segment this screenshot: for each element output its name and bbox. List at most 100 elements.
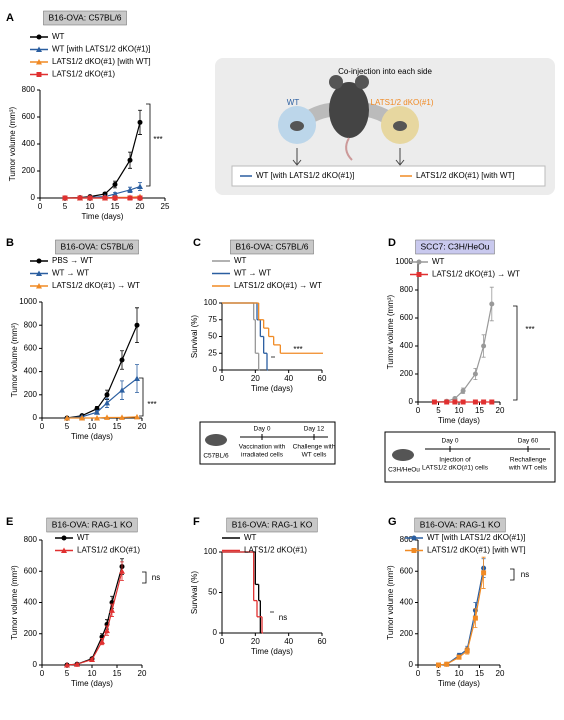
y-axis-label: Tumor volume (mm³): [10, 322, 19, 397]
marker: [416, 272, 422, 277]
x-axis-label: Time (days): [438, 416, 480, 425]
x-tick-label: 10: [88, 422, 97, 431]
x-tick-label: 0: [416, 406, 421, 415]
y-tick-label: 800: [22, 85, 36, 94]
y-axis-label: Tumor volume (mm³): [386, 294, 395, 369]
series-line: [67, 416, 138, 419]
timeline-event: WT cells: [302, 452, 328, 459]
x-tick-label: 15: [475, 406, 484, 415]
y-tick-label: 0: [33, 660, 38, 669]
marker: [119, 414, 125, 420]
y-tick-label: 400: [24, 598, 38, 607]
x-tick-label: 60: [318, 637, 327, 646]
legend-label: WT [with LATS1/2 dKO(#1)]: [427, 533, 525, 542]
marker: [134, 375, 140, 382]
marker: [112, 182, 118, 187]
mouse: [329, 82, 369, 138]
marker: [416, 259, 422, 265]
strain-label: C3H/HeOu: [388, 467, 420, 474]
marker: [436, 662, 441, 668]
x-tick-label: 0: [40, 669, 45, 678]
y-tick-label: 200: [400, 629, 414, 638]
x-tick-label: 10: [455, 406, 464, 415]
y-tick-label: 1000: [395, 257, 413, 266]
significance-bracket: [142, 571, 147, 584]
marker: [481, 343, 487, 349]
marker: [36, 59, 42, 65]
y-tick-label: 100: [204, 547, 218, 556]
mouse-tail: [345, 137, 353, 161]
x-tick-label: 20: [136, 202, 145, 211]
x-tick-label: 10: [88, 669, 97, 678]
y-axis-label: Tumor volume (mm³): [10, 565, 19, 640]
legend-label: WT → WT: [234, 269, 271, 278]
dko-label: LATS1/2 dKO(#1): [371, 98, 434, 107]
mouse-ear: [355, 75, 369, 89]
marker: [104, 399, 110, 406]
y-tick-label: 600: [24, 566, 38, 575]
strain-label: C57BL/6: [203, 453, 229, 460]
y-tick-label: 400: [24, 367, 38, 376]
legend-label: LATS1/2 dKO(#1) → WT: [432, 270, 520, 279]
legend-label: LATS1/2 dKO(#1) → WT: [52, 281, 140, 290]
legend-label: LATS1/2 dKO(#1) [with WT]: [427, 546, 526, 555]
y-tick-label: 0: [409, 397, 414, 406]
x-tick-label: 5: [436, 669, 441, 678]
marker: [137, 183, 143, 190]
x-tick-label: 10: [455, 669, 464, 678]
diagram-title: Co-injection into each side: [338, 67, 432, 76]
panel-letter: C: [193, 237, 201, 249]
x-tick-label: 15: [111, 202, 120, 211]
x-tick-label: 15: [113, 422, 122, 431]
y-tick-label: 50: [208, 588, 217, 597]
legend-label: WT: [52, 32, 65, 41]
marker: [112, 190, 118, 197]
x-tick-label: 20: [138, 422, 147, 431]
x-tick-label: 20: [251, 637, 260, 646]
y-tick-label: 400: [400, 598, 414, 607]
y-tick-label: 200: [24, 629, 38, 638]
diagram-legend-label: WT [with LATS1/2 dKO(#1)]: [256, 171, 354, 180]
title-box: [43, 10, 127, 26]
timeline-event: Injection of: [439, 457, 471, 464]
marker: [452, 399, 458, 405]
tumor: [393, 121, 407, 131]
x-tick-label: 15: [475, 669, 484, 678]
title-box: [230, 239, 314, 255]
title-box: [46, 517, 138, 533]
title-box: [226, 517, 318, 533]
y-tick-label: 200: [400, 369, 414, 378]
marker: [94, 409, 100, 415]
y-tick-label: 800: [24, 320, 38, 329]
significance-bracket: [513, 305, 518, 401]
legend-label: WT: [234, 256, 247, 265]
legend-label: LATS1/2 dKO(#1) → WT: [234, 281, 322, 290]
series-line: [66, 566, 123, 666]
marker: [481, 399, 487, 405]
marker: [61, 547, 67, 553]
marker: [472, 371, 478, 377]
timeline-event: Vaccination with: [239, 444, 286, 451]
y-tick-label: 50: [208, 332, 217, 341]
y-tick-label: 800: [24, 535, 38, 544]
x-tick-label: 20: [496, 406, 505, 415]
arrow: [292, 148, 405, 166]
marker: [119, 387, 125, 393]
marker: [36, 258, 42, 264]
x-tick-label: 5: [63, 202, 68, 211]
marker: [127, 186, 133, 193]
significance-bracket: [146, 103, 151, 187]
y-axis-label: Tumor volume (mm³): [386, 565, 395, 640]
marker: [102, 195, 108, 201]
x-axis-label: Time (days): [438, 679, 480, 688]
wt-label: WT: [287, 98, 300, 107]
legend-label: LATS1/2 dKO(#1): [52, 70, 115, 79]
y-tick-label: 200: [24, 390, 38, 399]
y-tick-label: 800: [400, 535, 414, 544]
x-tick-label: 0: [220, 374, 225, 383]
legend-label: WT: [77, 533, 90, 542]
series-line: [66, 378, 138, 419]
diagram-legend-label: LATS1/2 dKO(#1) [with WT]: [416, 171, 515, 180]
co-injection-diagram: Co-injection into each side WT LATS1/2 d…: [215, 58, 555, 195]
y-tick-label: 400: [22, 139, 36, 148]
